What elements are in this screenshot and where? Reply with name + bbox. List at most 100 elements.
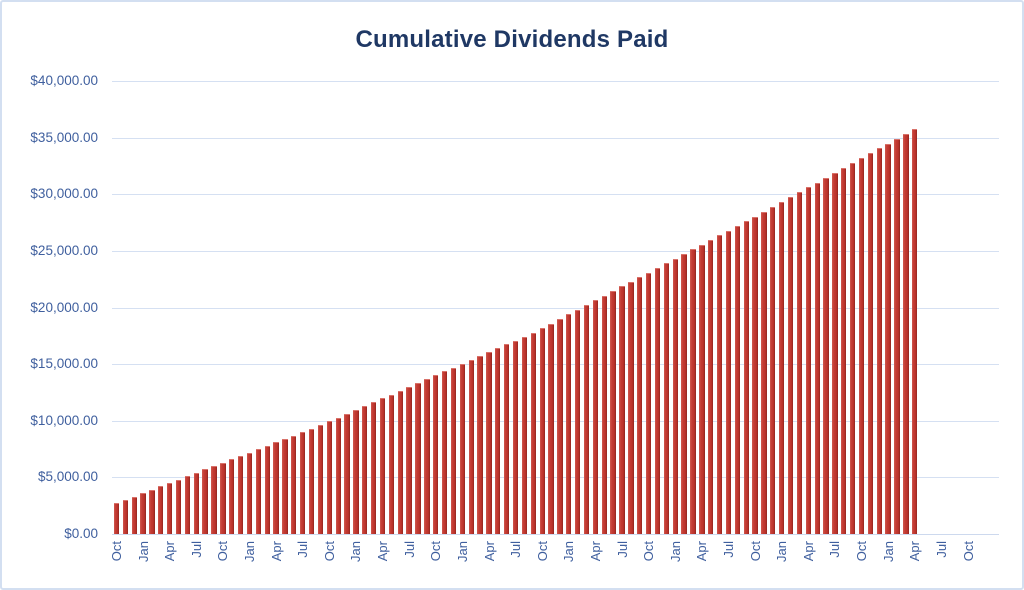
bar [246, 452, 253, 534]
bar [708, 240, 714, 534]
x-tick-label: Jul [401, 541, 417, 558]
bar [814, 182, 820, 534]
x-tick-label: Apr [162, 541, 178, 562]
bar [734, 226, 740, 534]
x-tick-label: Jan [242, 541, 257, 562]
bar [823, 177, 829, 534]
bar [849, 163, 856, 534]
bar [743, 221, 749, 534]
x-tick-label: Jul [188, 541, 204, 558]
gridline-40000 [112, 81, 999, 82]
plot-area [112, 81, 999, 535]
bar [415, 382, 421, 534]
bar [504, 344, 510, 534]
bar [326, 421, 332, 534]
bar [344, 413, 350, 534]
bar [903, 133, 909, 534]
x-tick-label: Apr [694, 541, 710, 562]
bar [450, 367, 457, 534]
bar [371, 402, 377, 534]
bar [486, 352, 492, 534]
bar [912, 128, 918, 534]
bar [229, 459, 235, 534]
y-tick-label: $0.00 [64, 526, 98, 541]
gridline-25000 [112, 250, 999, 252]
x-tick-label: Oct [960, 541, 976, 562]
bar [424, 379, 430, 534]
bar [805, 187, 811, 534]
bar [220, 462, 226, 534]
bar [592, 300, 599, 534]
bar [379, 398, 386, 534]
bar [716, 235, 723, 534]
bar [761, 211, 767, 534]
bar [362, 406, 368, 534]
bar [495, 348, 501, 534]
gridline-30000 [112, 194, 999, 196]
bar [353, 409, 359, 534]
x-tick-label: Oct [641, 541, 657, 562]
bar [122, 500, 128, 534]
bar [202, 469, 208, 534]
bar [832, 172, 838, 534]
bar [787, 197, 794, 534]
bar [858, 158, 865, 534]
bar [113, 503, 120, 534]
bar [796, 192, 803, 534]
y-tick-label: $20,000.00 [30, 299, 98, 315]
bar [601, 295, 607, 534]
x-tick-label: Oct [534, 541, 550, 562]
bar [663, 263, 670, 534]
gridline-5000 [112, 477, 999, 479]
x-tick-label: Jul [614, 541, 630, 558]
bar [752, 216, 758, 534]
bar [149, 489, 155, 534]
bar [211, 466, 217, 534]
x-tick-label: Jul [933, 541, 949, 558]
bar [557, 318, 563, 534]
bar [876, 148, 882, 534]
bar [406, 386, 412, 534]
x-tick-label: Oct [108, 541, 124, 562]
bar [619, 286, 625, 534]
bar [867, 153, 874, 534]
bar [477, 356, 483, 534]
bar [530, 332, 536, 534]
y-tick-label: $25,000.00 [30, 242, 98, 258]
gridline-20000 [112, 307, 999, 309]
bar [699, 244, 705, 534]
x-tick-label: Oct [428, 541, 444, 562]
y-axis-labels: $0.00 $5,000.00 $10,000.00 $15,000.00 $20,00… [2, 73, 102, 541]
bar [885, 143, 891, 534]
bar [468, 359, 474, 534]
gridline-0 [112, 534, 999, 535]
bar [140, 493, 146, 534]
bar [264, 445, 270, 534]
bar [335, 417, 341, 534]
x-tick-label: Jan [667, 541, 683, 562]
bar [459, 363, 465, 534]
bar [255, 449, 261, 534]
gridline-35000 [112, 137, 999, 139]
x-tick-label: Oct [854, 541, 869, 562]
x-tick-label: Jan [561, 541, 577, 562]
x-tick-label: Apr [268, 541, 284, 562]
x-tick-label: Apr [481, 541, 497, 562]
bar [512, 340, 519, 534]
bar [300, 432, 306, 534]
bar [672, 258, 678, 534]
bar [166, 483, 173, 534]
bar [637, 277, 643, 534]
x-tick-label: Jan [135, 541, 151, 562]
bar [131, 496, 137, 534]
bar [237, 455, 244, 534]
x-axis-labels: Oct Jan Apr Jul Oct Jan Apr Jul Oct Jan Apr Jul Oct J… [108, 539, 999, 588]
x-tick-label: Apr [587, 541, 603, 562]
bar [317, 425, 324, 534]
bar [645, 272, 652, 534]
bar [308, 428, 315, 534]
x-tick-label: Jul [721, 541, 736, 558]
y-tick-label: $40,000.00 [30, 73, 98, 88]
bar [433, 375, 439, 534]
bar [841, 167, 847, 534]
